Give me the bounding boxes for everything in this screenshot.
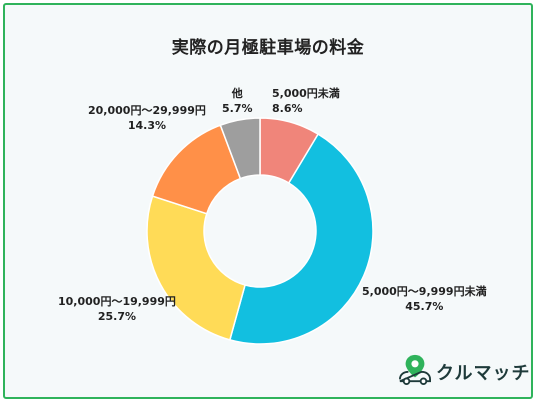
slice-label-3-name: 20,000円〜29,999円 [88,104,206,117]
slice-label-3: 20,000円〜29,999円 14.3% [88,103,206,133]
slice-label-0-pct: 8.6% [272,102,303,115]
brand-name: クルマッチ [436,363,531,384]
car-location-pin-icon [399,354,431,385]
slice-label-1-name: 5,000円〜9,999円未満 [362,285,487,298]
slice-label-2-pct: 25.7% [97,310,137,323]
slice-label-0: 5,000円未満 8.6% [272,86,340,116]
slice-label-1: 5,000円〜9,999円未満 45.7% [362,284,487,314]
donut-slice-2 [146,195,246,341]
slice-label-2-name: 10,000円〜19,999円 [58,295,176,308]
slice-label-4-name: 他 [231,87,243,100]
slice-label-4-pct: 5.7% [222,102,253,115]
donut-slice-1 [228,133,374,345]
donut-slice-4 [219,117,261,180]
slice-label-2: 10,000円〜19,999円 25.7% [58,294,176,324]
slice-label-3-pct: 14.3% [127,119,167,132]
slice-label-4: 他 5.7% [222,86,253,116]
slice-label-0-name: 5,000円未満 [272,87,340,100]
chart-title: 実際の月極駐車場の料金 [171,38,365,58]
slice-label-1-pct: 45.7% [405,300,444,313]
